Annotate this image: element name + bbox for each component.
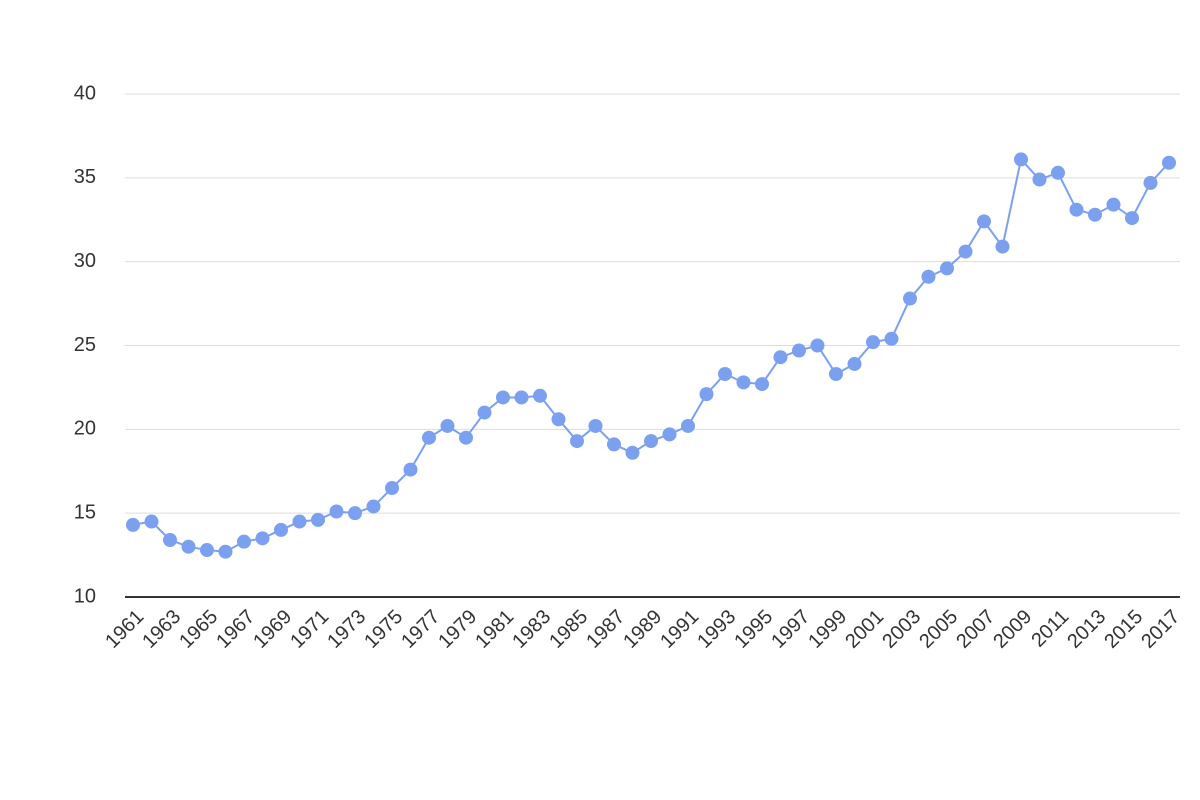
x-tick-label: 1965 xyxy=(175,606,222,653)
x-tick-label: 1967 xyxy=(212,606,259,653)
data-point xyxy=(237,534,251,549)
data-point xyxy=(792,343,806,358)
data-point xyxy=(274,522,288,537)
y-tick-label: 10 xyxy=(74,585,96,607)
data-point xyxy=(644,434,658,449)
x-tick-label: 1977 xyxy=(397,606,444,653)
data-point xyxy=(1051,165,1065,180)
data-point xyxy=(366,499,381,514)
data-point xyxy=(625,445,640,460)
x-tick-label: 1987 xyxy=(582,606,629,653)
x-tick-label: 1961 xyxy=(101,606,148,653)
data-point xyxy=(977,214,991,229)
data-point xyxy=(1106,197,1121,212)
y-tick-label: 30 xyxy=(74,250,96,272)
x-tick-label: 1997 xyxy=(767,606,814,653)
data-point xyxy=(921,269,936,284)
x-tick-label: 2001 xyxy=(841,606,888,653)
y-tick-label: 40 xyxy=(74,82,96,104)
x-tick-label: 1971 xyxy=(286,606,333,653)
data-point xyxy=(718,367,732,382)
x-tick-label: 2009 xyxy=(989,606,1036,653)
x-tick-label: 2017 xyxy=(1137,606,1184,653)
data-point xyxy=(1014,152,1028,167)
data-point xyxy=(255,531,270,546)
data-point xyxy=(1162,155,1176,170)
data-point xyxy=(958,244,973,259)
data-line xyxy=(132,157,1170,553)
data-point xyxy=(311,512,325,527)
x-tick-label: 1985 xyxy=(545,606,592,653)
data-point xyxy=(681,418,695,433)
x-tick-label: 2003 xyxy=(878,606,925,653)
data-point xyxy=(440,418,455,433)
data-point xyxy=(200,543,214,558)
data-point xyxy=(866,335,880,350)
x-tick-label: 1989 xyxy=(619,606,666,653)
x-tick-label: 1975 xyxy=(360,606,407,653)
x-tick-label: 1963 xyxy=(138,606,185,653)
data-point xyxy=(884,331,899,346)
y-tick-label: 15 xyxy=(74,501,96,523)
data-point xyxy=(588,418,603,433)
x-tick-label: 1993 xyxy=(693,606,740,653)
data-point xyxy=(126,517,140,532)
data-point xyxy=(144,514,159,529)
data-point xyxy=(348,506,362,521)
data-point xyxy=(1143,175,1158,190)
data-point xyxy=(459,430,473,445)
x-tick-label: 2011 xyxy=(1027,606,1073,652)
data-point xyxy=(662,427,677,442)
data-point xyxy=(1088,207,1102,222)
data-point xyxy=(755,377,769,392)
data-point xyxy=(514,390,529,405)
data-point xyxy=(810,338,825,353)
data-point xyxy=(218,544,233,559)
data-point xyxy=(403,462,418,477)
data-point xyxy=(570,434,584,449)
data-point xyxy=(995,239,1010,254)
data-point xyxy=(1125,211,1139,226)
y-tick-label: 25 xyxy=(74,334,96,356)
y-tick-label: 35 xyxy=(74,166,96,188)
x-tick-label: 1981 xyxy=(471,606,518,653)
x-tick-label: 1991 xyxy=(656,606,703,653)
x-tick-label: 1999 xyxy=(804,606,851,653)
data-point xyxy=(181,539,196,554)
data-point xyxy=(533,388,547,403)
x-tick-label: 1969 xyxy=(249,606,296,653)
data-point xyxy=(1069,202,1084,217)
data-point xyxy=(847,356,862,371)
data-point xyxy=(422,430,436,445)
x-tick-label: 1995 xyxy=(730,606,777,653)
x-tick-label: 1979 xyxy=(434,606,481,653)
data-point xyxy=(607,437,621,452)
data-point xyxy=(699,387,714,402)
data-point xyxy=(477,405,492,420)
x-tick-label: 2007 xyxy=(952,606,999,653)
x-tick-label: 2013 xyxy=(1063,606,1110,653)
data-point xyxy=(292,514,307,529)
data-point xyxy=(329,504,344,519)
data-point xyxy=(385,481,399,496)
data-point xyxy=(1032,172,1047,187)
x-tick-label: 1973 xyxy=(323,606,370,653)
data-point xyxy=(496,390,510,405)
x-tick-label: 2015 xyxy=(1100,606,1147,653)
data-point xyxy=(773,350,788,365)
x-tick-label: 1983 xyxy=(508,606,555,653)
data-point xyxy=(940,261,954,276)
x-tick-label: 2005 xyxy=(915,606,962,653)
data-point xyxy=(903,291,917,306)
data-point xyxy=(163,532,177,547)
data-point xyxy=(736,375,751,390)
data-point xyxy=(551,412,566,427)
data-point xyxy=(829,367,843,382)
y-tick-label: 20 xyxy=(74,418,96,440)
